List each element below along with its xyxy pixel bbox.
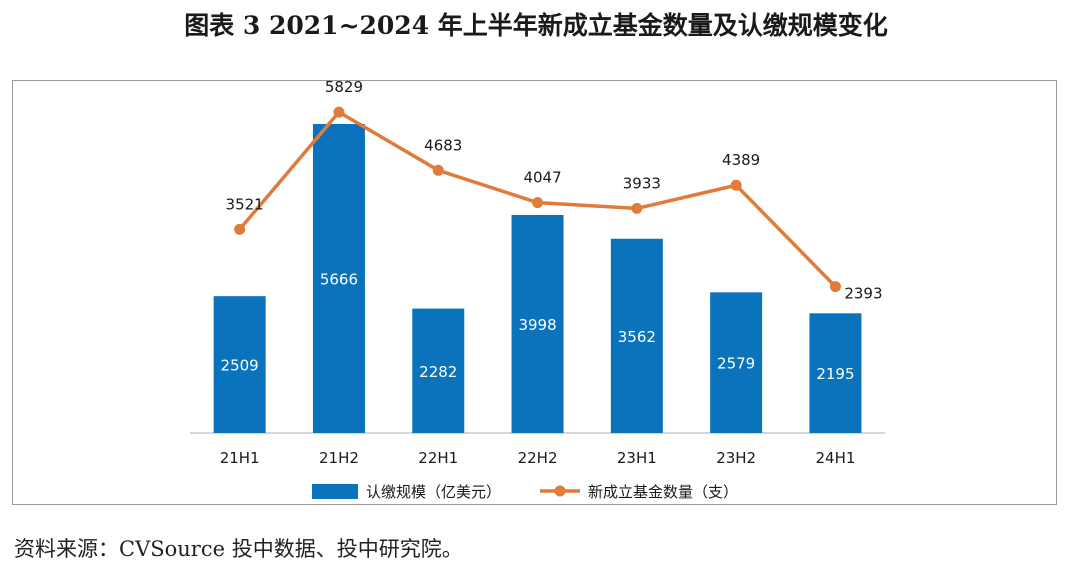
x-tick-23H2: 23H2 (716, 449, 756, 467)
line-point-24H1 (829, 281, 841, 293)
line-point-22H1 (432, 164, 444, 176)
x-tick-24H1: 24H1 (815, 449, 855, 467)
bar-24H1 (809, 313, 862, 433)
legend-swatch-line-marker (554, 485, 566, 497)
line-point-21H2 (333, 106, 345, 118)
line-label-22H2: 4047 (523, 169, 561, 187)
x-tick-22H2: 22H2 (518, 449, 558, 467)
bar-21H2 (312, 124, 365, 433)
bar-22H2 (511, 214, 564, 433)
bar-label-21H2: 5666 (320, 271, 358, 289)
legend-label-line: 新成立基金数量（支） (588, 483, 738, 501)
legend-swatch-bar (312, 484, 358, 499)
line-label-24H1: 2393 (844, 285, 882, 303)
bar-23H2 (710, 292, 763, 433)
legend-label-bar: 认缴规模（亿美元） (366, 483, 501, 501)
line-label-21H2: 5829 (325, 78, 363, 96)
bar-label-23H1: 3562 (618, 328, 656, 346)
line-point-23H2 (730, 179, 742, 191)
chart-title: 图表 3 2021~2024 年上半年新成立基金数量及认缴规模变化 (184, 11, 888, 40)
x-tick-23H1: 23H1 (617, 449, 657, 467)
line-label-22H1: 4683 (424, 136, 462, 154)
line-label-21H1: 3521 (226, 195, 264, 213)
x-tick-22H1: 22H1 (418, 449, 458, 467)
bar-22H1 (412, 308, 465, 433)
bar-21H1 (213, 296, 266, 433)
source-note: 资料来源：CVSource 投中数据、投中研究院。 (14, 537, 463, 561)
bar-label-22H2: 3998 (518, 316, 556, 334)
bar-label-24H1: 2195 (816, 365, 854, 383)
line-label-23H1: 3933 (623, 174, 661, 192)
line-point-22H2 (532, 197, 544, 209)
bar-label-21H1: 2509 (221, 357, 259, 375)
line-point-23H1 (631, 202, 643, 214)
line-point-21H1 (234, 223, 246, 235)
x-tick-21H1: 21H1 (220, 449, 260, 467)
line-label-23H2: 4389 (722, 151, 760, 169)
bar-label-22H1: 2282 (419, 363, 457, 381)
x-tick-21H2: 21H2 (319, 449, 359, 467)
bar-23H1 (610, 238, 663, 433)
chart-frame (12, 80, 1057, 505)
bar-label-23H2: 2579 (717, 355, 755, 373)
